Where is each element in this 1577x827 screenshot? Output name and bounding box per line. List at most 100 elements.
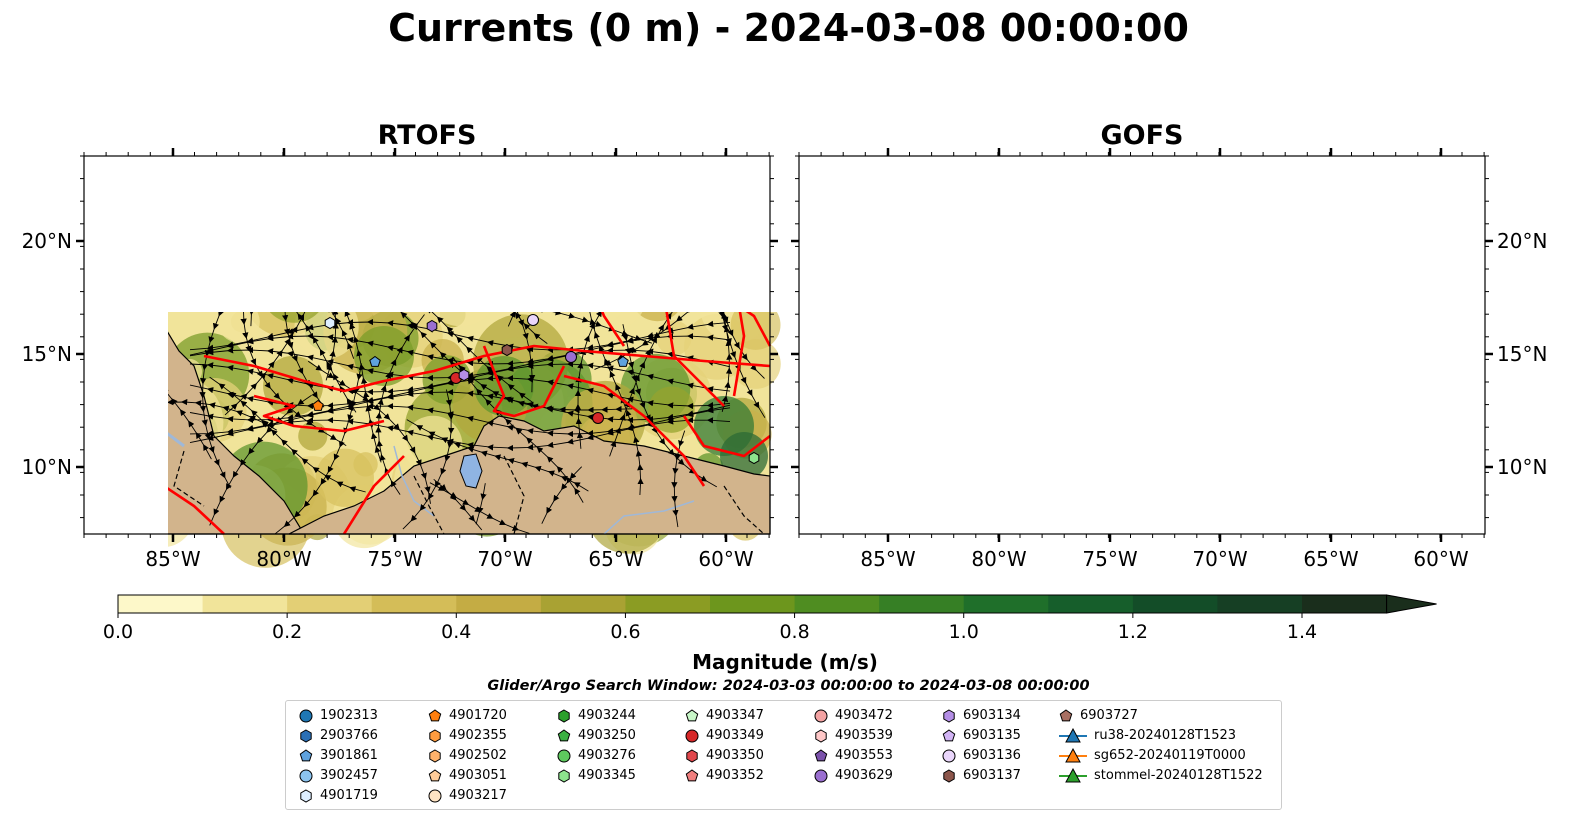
legend: 1902313 2903766 3901861 3902457 4901719 49017…: [285, 700, 1282, 810]
legend-marker-symbol: [686, 748, 698, 763]
colorbar-segment: [1302, 595, 1388, 613]
legend-item: 6903136: [941, 746, 1021, 765]
colorbar-segment: [710, 595, 796, 613]
colorbar-segment: [879, 595, 965, 613]
legend-label: 4903349: [706, 728, 764, 743]
legend-label: 6903135: [963, 728, 1021, 743]
legend-item: 4901720: [427, 706, 507, 725]
colorbar-tick-label: 0.6: [610, 621, 640, 643]
argo-float-marker: [635, 180, 645, 190]
legend-item: 6903134: [941, 706, 1021, 725]
legend-marker-symbol: [1059, 708, 1073, 721]
ocean-background: [799, 156, 1485, 534]
legend-label: 4903244: [578, 708, 636, 723]
legend-label: 6903727: [1080, 708, 1138, 723]
colorbar-segment: [1217, 595, 1303, 613]
argo-float-marker: [426, 319, 438, 333]
y-tick-label: 10°N: [22, 455, 72, 479]
legend-item: 4903276: [556, 746, 636, 765]
legend-label: 6903137: [963, 768, 1021, 783]
legend-label: 6903134: [963, 708, 1021, 723]
legend-marker-symbol: [299, 769, 313, 782]
legend-label: 4903553: [835, 748, 893, 763]
argo-float-marker: [1271, 352, 1282, 363]
legend-item: 6903727: [1058, 706, 1138, 725]
colorbar-segment: [287, 595, 373, 613]
argo-float-marker: [422, 187, 433, 198]
search-window-note: Glider/Argo Search Window: 2024-03-03 00…: [487, 678, 1090, 694]
legend-glider-symbol: [1059, 727, 1087, 742]
colorbar-segment: [963, 595, 1049, 613]
legend-marker-symbol: [557, 749, 571, 762]
x-tick-label: 70°W: [1192, 547, 1247, 571]
argo-float-marker: [592, 412, 604, 424]
legend-marker-symbol: [429, 748, 441, 763]
map-ticks: [791, 148, 1493, 542]
legend-item: 3902457: [298, 766, 378, 785]
argo-float-marker: [369, 355, 381, 367]
y-tick-label: 10°N: [1497, 455, 1547, 479]
colorbar-frame: [117, 594, 1388, 614]
argo-float-marker: [1371, 219, 1381, 230]
argo-float-marker: [212, 159, 222, 170]
x-tick-label: 60°W: [1413, 547, 1468, 571]
argo-float-marker: [646, 218, 656, 228]
land: [799, 181, 1485, 534]
legend-marker-symbol: [428, 768, 442, 781]
legend-label: 4902355: [449, 728, 507, 743]
argo-float-marker: [1207, 345, 1217, 356]
legend-label: 4903217: [449, 788, 507, 803]
argo-float-marker: [501, 343, 513, 357]
argo-float-marker: [508, 283, 519, 294]
legend-marker-symbol: [299, 748, 313, 761]
x-tick-label: 70°W: [477, 547, 532, 571]
argo-float-marker: [748, 451, 760, 465]
legend-glider-symbol: [1059, 767, 1087, 782]
legend-marker-symbol: [685, 729, 699, 742]
legend-marker-symbol: [942, 749, 956, 762]
eez-boundaries: [799, 156, 1485, 534]
argo-float-marker: [565, 351, 577, 363]
legend-label: 4903472: [835, 708, 893, 723]
rivers: [859, 416, 1409, 534]
x-tick-label: 80°W: [256, 547, 311, 571]
legend-label: 4903350: [706, 748, 764, 763]
map-frame: [83, 155, 771, 535]
argo-float-marker: [527, 314, 539, 326]
argo-float-marker: [1149, 173, 1159, 184]
x-tick-label: 85°W: [860, 547, 915, 571]
argo-float-marker: [1298, 413, 1309, 424]
legend-item: 4903051: [427, 766, 507, 785]
legend-label: sg652-20240119T0000: [1094, 748, 1246, 763]
legend-item: 4903629: [813, 766, 893, 785]
argo-float-marker: [434, 173, 444, 184]
legend-item: 4903352: [684, 766, 764, 785]
legend-item: 2903766: [298, 726, 378, 745]
colorbar-tick-label: 1.4: [1287, 621, 1317, 643]
y-tick-label: 15°N: [22, 342, 72, 366]
legend-label: 4903347: [706, 708, 764, 723]
legend-item: 4903250: [556, 726, 636, 745]
x-tick-label: 85°W: [145, 547, 200, 571]
colorbar-segment: [118, 595, 204, 613]
glider-marker-stommel: [155, 212, 169, 225]
legend-label: 4902502: [449, 748, 507, 763]
glider-marker-sg652: [850, 219, 864, 232]
legend-label: 4903352: [706, 768, 764, 783]
country-borders: [799, 371, 1479, 534]
legend-glider-symbol: [1059, 747, 1087, 762]
x-tick-label: 65°W: [1303, 547, 1358, 571]
colorbar-extend-arrow: [1386, 594, 1437, 614]
legend-label: 4903345: [578, 768, 636, 783]
legend-label: 4901720: [449, 708, 507, 723]
argo-float-marker: [1434, 170, 1445, 181]
argo-float-marker: [458, 368, 470, 382]
argo-float-marker: [1223, 283, 1234, 294]
argo-float-marker: [1233, 315, 1244, 326]
legend-label: 4903250: [578, 728, 636, 743]
legend-marker-symbol: [428, 789, 442, 802]
legend-marker-symbol: [943, 768, 955, 783]
current-streamlines: [799, 157, 1483, 533]
argo-float-marker: [324, 316, 336, 330]
